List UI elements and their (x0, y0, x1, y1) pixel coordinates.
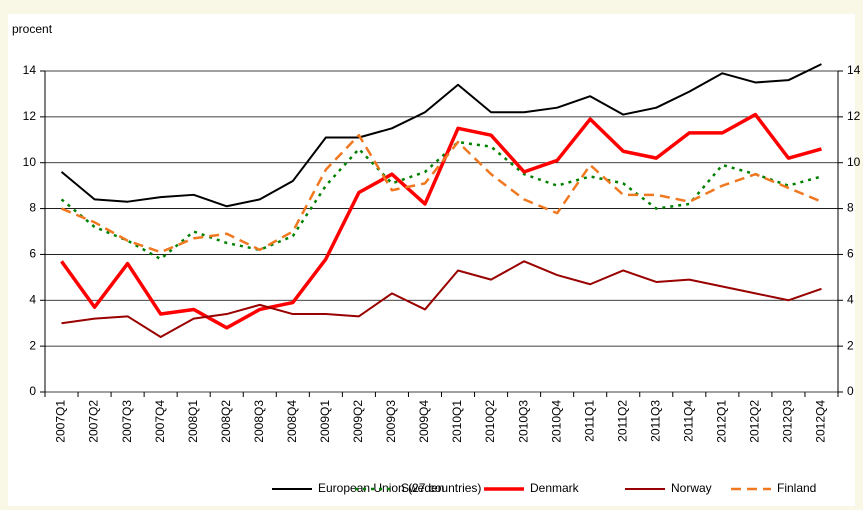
y2-tick-label: 2 (847, 338, 854, 352)
x-tick-label: 2007Q4 (153, 400, 167, 443)
x-tick-label: 2012Q1 (715, 400, 729, 443)
y-tick-label: 8 (29, 201, 36, 215)
y2-tick-label: 8 (847, 201, 854, 215)
y-tick-label: 4 (29, 292, 36, 306)
x-tick-label: 2009Q3 (384, 400, 398, 443)
x-tick-label: 2008Q4 (285, 400, 299, 443)
x-tick-label: 2007Q1 (54, 400, 68, 443)
x-tick-label: 2007Q3 (120, 400, 134, 443)
y2-tick-label: 4 (847, 292, 854, 306)
x-tick-label: 2010Q2 (483, 400, 497, 443)
x-tick-label: 2010Q3 (516, 400, 530, 443)
series-line (60, 112, 822, 330)
legend-label: Finland (777, 481, 816, 495)
y2-tick-label: 0 (847, 384, 854, 398)
series-line (61, 133, 822, 254)
series-line (61, 260, 822, 338)
x-tick-label: 2008Q2 (219, 400, 233, 443)
legend-label: Sweden (401, 481, 444, 495)
y2-tick-label: 12 (847, 109, 861, 123)
y-tick-label: 6 (29, 247, 36, 261)
series-line (60, 140, 822, 261)
x-tick-label: 2011Q2 (615, 400, 629, 442)
x-tick-label: 2008Q1 (186, 400, 200, 443)
chart-background (8, 14, 855, 506)
y-tick-label: 0 (29, 384, 36, 398)
x-tick-label: 2009Q4 (417, 400, 431, 443)
x-tick-label: 2012Q4 (814, 400, 828, 443)
y-tick-label: 14 (23, 63, 37, 77)
x-tick-label: 2009Q1 (318, 400, 332, 443)
x-tick-label: 2009Q2 (351, 400, 365, 443)
x-tick-label: 2011Q4 (681, 400, 695, 442)
x-tick-label: 2010Q4 (549, 400, 563, 443)
x-tick-label: 2011Q3 (648, 400, 662, 442)
x-tick-label: 2012Q2 (748, 400, 762, 443)
y2-tick-label: 14 (847, 63, 861, 77)
legend-label: Norway (671, 481, 712, 495)
legend-label: Denmark (530, 481, 580, 495)
y-tick-label: 10 (23, 155, 37, 169)
x-tick-label: 2010Q1 (450, 400, 464, 443)
y2-tick-label: 10 (847, 155, 861, 169)
y2-tick-label: 6 (847, 247, 854, 261)
y-axis-label: procent (12, 22, 53, 36)
x-tick-label: 2011Q1 (582, 400, 596, 442)
legend-label: European Union (27 countries) (318, 481, 481, 495)
y-tick-label: 12 (23, 109, 37, 123)
series-line (60, 63, 822, 208)
x-tick-label: 2012Q3 (781, 400, 795, 443)
x-tick-label: 2008Q3 (252, 400, 266, 443)
x-tick-label: 2007Q2 (87, 400, 101, 443)
y-tick-label: 2 (29, 338, 36, 352)
